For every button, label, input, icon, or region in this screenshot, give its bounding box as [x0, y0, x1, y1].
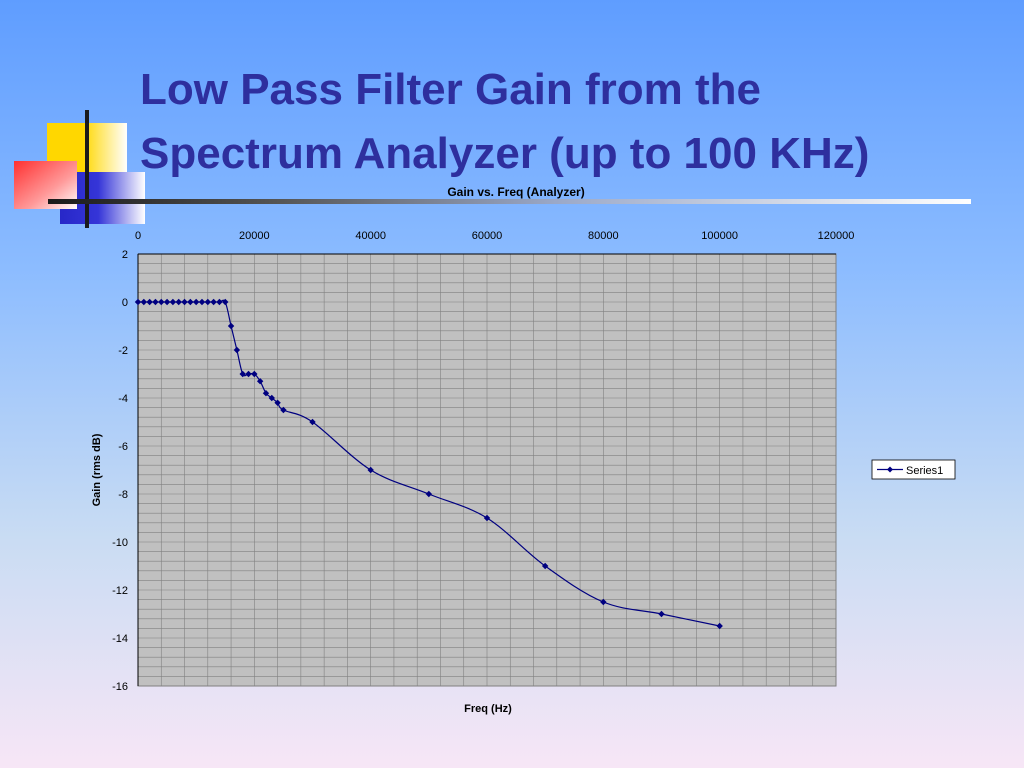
page-title-line-1: Low Pass Filter Gain from the	[140, 65, 762, 114]
y-tick-label: 2	[122, 249, 128, 261]
x-tick-label: 80000	[588, 230, 619, 242]
x-tick-label: 60000	[472, 230, 503, 242]
data-point	[204, 298, 211, 306]
data-point	[140, 298, 148, 306]
y-tick-label: -4	[118, 393, 128, 405]
x-tick-label: 20000	[239, 230, 270, 242]
data-point	[192, 298, 200, 306]
data-point	[169, 298, 177, 306]
data-point	[175, 298, 182, 306]
data-point	[274, 399, 281, 406]
data-point	[251, 370, 258, 378]
x-tick-label: 0	[135, 230, 141, 242]
y-tick-label: -2	[118, 345, 128, 357]
data-point	[152, 298, 159, 306]
data-point	[146, 298, 153, 306]
decorative-vertical-line	[85, 110, 89, 228]
y-axis-label: Gain (rms dB)	[91, 433, 103, 506]
x-axis-label: Freq (Hz)	[464, 703, 512, 715]
legend-box	[871, 459, 956, 480]
data-point	[256, 378, 264, 385]
data-point	[483, 514, 491, 522]
data-point	[222, 298, 229, 306]
page-title-line-2: Spectrum Analyzer (up to 100 KHz)	[140, 129, 870, 178]
page-title: Low Pass Filter Gain from the Spectrum A…	[140, 58, 1000, 186]
data-point	[541, 562, 549, 570]
y-tick-label: -10	[112, 537, 128, 549]
data-point	[158, 298, 165, 306]
y-tick-label: 0	[122, 297, 128, 309]
x-tick-label: 40000	[355, 230, 386, 242]
legend-label: Series1	[906, 465, 943, 477]
y-tick-label: -14	[112, 633, 128, 645]
data-point	[134, 298, 142, 306]
data-point	[309, 418, 316, 426]
data-point	[216, 298, 223, 306]
data-point	[658, 610, 665, 618]
data-point	[233, 346, 241, 354]
legend-marker	[887, 466, 893, 473]
chart-title: Gain vs. Freq (Analyzer)	[447, 185, 584, 199]
data-point	[210, 298, 217, 306]
data-point	[262, 390, 270, 397]
y-tick-label: -6	[118, 441, 128, 453]
data-point	[181, 298, 188, 306]
data-point	[245, 370, 252, 378]
data-point	[187, 298, 194, 306]
data-point	[280, 406, 287, 414]
data-point	[198, 298, 206, 306]
y-tick-label: -16	[112, 681, 128, 693]
data-point	[425, 490, 433, 498]
data-point	[239, 370, 246, 378]
data-point	[227, 322, 235, 330]
data-point	[600, 598, 607, 606]
x-tick-label: 100000	[701, 230, 738, 242]
data-point	[163, 298, 171, 306]
data-point	[367, 466, 374, 474]
gridlines	[137, 253, 837, 687]
y-tick-label: -12	[112, 585, 128, 597]
data-point	[716, 622, 723, 630]
data-point	[268, 394, 275, 402]
decorative-horizontal-line	[48, 199, 971, 204]
x-tick-label: 120000	[818, 230, 855, 242]
y-tick-label: -8	[118, 489, 128, 501]
